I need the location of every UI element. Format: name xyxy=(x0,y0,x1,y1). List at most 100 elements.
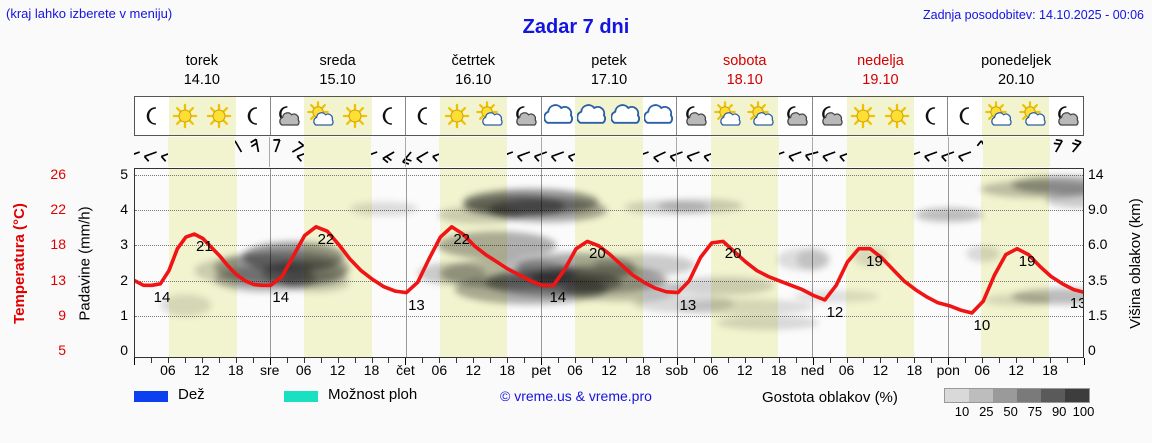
band-cell xyxy=(167,137,202,167)
cloud-tick: 14 xyxy=(1088,166,1104,182)
moon-cloud-icon xyxy=(1049,97,1083,135)
x-tick xyxy=(609,358,610,363)
band-cell xyxy=(303,137,338,167)
x-axis-label: 12 xyxy=(736,362,753,378)
cloud-density-ramp-step xyxy=(1017,389,1041,402)
x-tick xyxy=(846,358,848,363)
wind-strip-background xyxy=(134,137,1084,167)
band-cell xyxy=(982,137,1017,167)
x-tick xyxy=(931,358,933,363)
temperature-value-label: 14 xyxy=(549,289,567,307)
day-band-2 xyxy=(406,137,542,167)
weather-icon-strip xyxy=(134,96,1084,136)
cloud-density-tick: 75 xyxy=(1027,404,1043,419)
band-cell xyxy=(643,137,677,167)
x-tick xyxy=(1084,358,1085,365)
temp-tick: 18 xyxy=(50,236,66,253)
icon-day-0 xyxy=(135,97,271,135)
day-band-0 xyxy=(134,137,270,167)
cloud-blob xyxy=(1011,288,1083,305)
cloud-density-ramp-labels: 10 25 50 75 90 100 xyxy=(938,404,1098,422)
x-tick xyxy=(693,358,695,363)
temperature-value-label: 20 xyxy=(724,245,742,263)
cloud-icon xyxy=(542,97,576,135)
cloud-density-tick: 25 xyxy=(979,404,994,419)
x-axis-label: 06 xyxy=(838,362,855,378)
day-name: četrtek xyxy=(451,53,496,69)
x-tick xyxy=(710,358,712,363)
moon-icon xyxy=(914,97,948,135)
x-axis-label: 18 xyxy=(1042,362,1058,378)
band-cell xyxy=(981,169,1016,357)
day-header-1: sreda 15.10 xyxy=(270,52,406,94)
band-cell xyxy=(744,137,779,167)
x-tick xyxy=(524,358,526,363)
sun-cloud-icon xyxy=(473,97,508,135)
cloud-density-ramp-step xyxy=(1065,389,1089,402)
copyright-link[interactable]: © vreme.us & vreme.pro xyxy=(500,388,652,404)
moon-cloud-icon xyxy=(271,97,305,135)
day-header-0: torek 14.10 xyxy=(134,52,270,94)
sun-icon xyxy=(337,97,372,135)
cloud-icon xyxy=(609,97,643,135)
x-tick xyxy=(965,358,967,363)
day-date: 14.10 xyxy=(183,72,220,88)
band-cell xyxy=(337,137,372,167)
x-tick xyxy=(439,358,441,363)
temp-tick: 22 xyxy=(50,201,66,218)
day-date: 19.10 xyxy=(862,72,899,88)
x-axis-label: 12 xyxy=(329,362,346,378)
moon-cloud-icon xyxy=(677,97,711,135)
day-separator xyxy=(405,169,407,357)
cloud-icon xyxy=(643,97,677,135)
cloud-blob xyxy=(853,246,888,267)
icon-day-1 xyxy=(271,97,407,135)
day-name: sreda xyxy=(319,53,356,69)
cloud-blob xyxy=(796,248,831,271)
sun-icon xyxy=(202,97,236,135)
sun-icon xyxy=(846,97,881,135)
band-cell xyxy=(371,137,405,167)
wind-barb xyxy=(550,151,565,162)
last-update-text: Zadnja posodobitev: 14.10.2025 - 00:06 xyxy=(922,8,1144,22)
band-cell xyxy=(813,137,847,167)
x-tick xyxy=(541,358,543,365)
cloud-tick: 0 xyxy=(1088,342,1096,358)
showers-legend-swatch xyxy=(284,391,318,402)
cloud-tick: 3.5 xyxy=(1088,271,1108,288)
band-cell xyxy=(880,137,915,167)
cloud-density-ramp-step xyxy=(1041,389,1065,402)
wind-barb xyxy=(1053,138,1063,153)
cloud-blob xyxy=(717,315,820,330)
day-name: sobota xyxy=(722,53,767,69)
sun-icon xyxy=(439,97,474,135)
day-band-4 xyxy=(677,137,814,167)
cloud-density-tick: 10 xyxy=(954,404,970,419)
temp-tick: 13 xyxy=(50,271,66,288)
x-tick xyxy=(473,358,475,363)
temperature-axis-title: Temperatura (°C) xyxy=(6,168,32,358)
prec-tick: 3 xyxy=(120,236,128,253)
wind-barb xyxy=(958,151,972,162)
moon-cloud-icon xyxy=(778,97,812,135)
x-axis-label: pet xyxy=(531,362,551,378)
x-tick xyxy=(1033,358,1035,363)
x-axis-label: 18 xyxy=(499,362,515,378)
day-band-6 xyxy=(949,137,1084,167)
wind-barb xyxy=(402,151,412,165)
x-axis-label: 06 xyxy=(295,362,312,378)
x-axis-label: 18 xyxy=(227,362,244,378)
x-tick xyxy=(778,358,780,363)
gridline xyxy=(135,245,1083,247)
wind-barb xyxy=(291,140,305,153)
cloud-tick: 6.0 xyxy=(1088,236,1108,253)
x-tick xyxy=(134,358,135,365)
x-axis-label: 18 xyxy=(906,362,923,378)
cloud-blob xyxy=(793,290,879,303)
cloud-density-tick: 100 xyxy=(1072,404,1095,419)
x-tick xyxy=(897,358,899,363)
x-tick xyxy=(999,358,1001,363)
x-tick xyxy=(269,358,271,365)
cloud-density-ramp-step xyxy=(945,389,969,402)
temperature-value-label: 10 xyxy=(973,317,991,335)
